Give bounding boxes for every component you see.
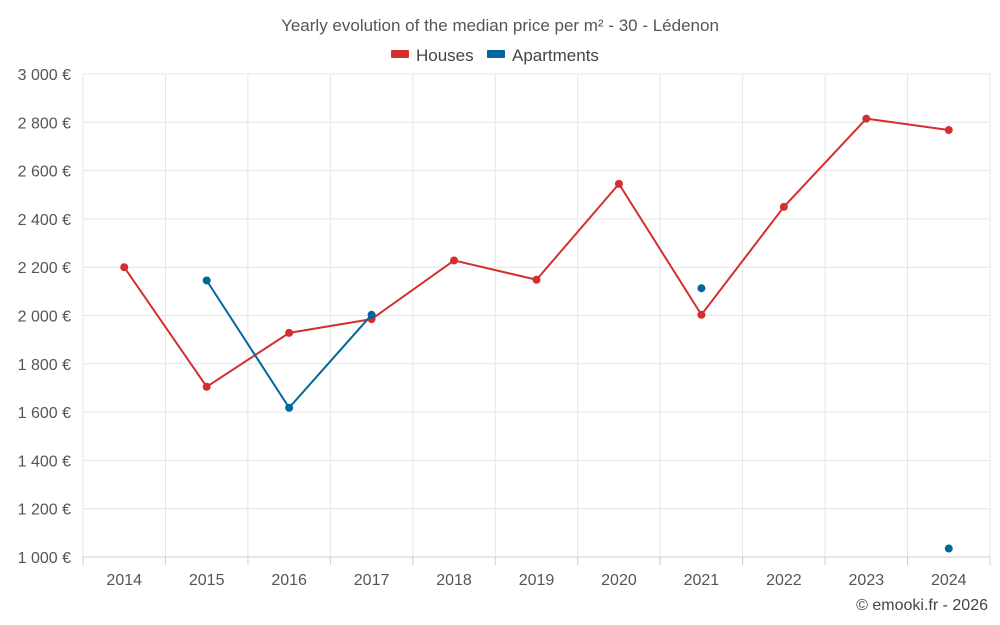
legend-label-apartments: Apartments (512, 46, 599, 65)
data-point-houses-2015[interactable] (202, 382, 211, 391)
y-tick-label: 1 000 € (18, 550, 71, 567)
data-point-houses-2022[interactable] (779, 202, 788, 211)
legend-swatch-houses (391, 50, 409, 58)
legend-item-apartments[interactable]: Apartments (487, 46, 599, 65)
data-point-houses-2023[interactable] (862, 114, 871, 123)
y-tick-label: 1 200 € (18, 502, 71, 519)
series-apartments (202, 276, 953, 553)
y-tick-label: 3 000 € (18, 67, 71, 84)
x-tick-label: 2014 (106, 572, 142, 589)
data-point-houses-2024[interactable] (944, 126, 953, 135)
data-point-apartments-2024[interactable] (944, 544, 953, 553)
x-tick-label: 2016 (271, 572, 307, 589)
legend-label-houses: Houses (416, 46, 474, 65)
y-tick-label: 1 400 € (18, 453, 71, 470)
data-point-houses-2018[interactable] (450, 256, 459, 265)
y-tick-label: 2 400 € (18, 212, 71, 229)
y-tick-label: 2 600 € (18, 164, 71, 181)
data-point-houses-2014[interactable] (120, 263, 129, 272)
data-point-apartments-2017[interactable] (367, 310, 376, 319)
x-tick-label: 2019 (519, 572, 555, 589)
y-tick-label: 1 800 € (18, 357, 71, 374)
x-tick-label: 2022 (766, 572, 802, 589)
chart-title: Yearly evolution of the median price per… (281, 16, 719, 35)
x-tick-label: 2017 (354, 572, 390, 589)
data-point-houses-2021[interactable] (697, 310, 706, 319)
x-tick-label: 2020 (601, 572, 637, 589)
data-point-houses-2019[interactable] (532, 275, 541, 284)
x-tick-label: 2021 (684, 572, 720, 589)
y-axis: 1 000 € 1 200 € 1 400 € 1 600 € 1 800 € 2 000… (18, 67, 71, 567)
x-axis: 2014 2015 2016 2017 2018 2019 2020 2021 2022 2023… (82, 556, 991, 589)
series-houses (120, 114, 953, 391)
legend-swatch-apartments (487, 50, 505, 58)
legend-item-houses[interactable]: Houses (391, 46, 474, 65)
x-tick-label: 2018 (436, 572, 472, 589)
credit-text: © emooki.fr - 2026 (856, 597, 988, 614)
data-point-apartments-2021[interactable] (697, 284, 706, 293)
y-tick-label: 1 600 € (18, 405, 71, 422)
grid (82, 73, 991, 557)
data-point-apartments-2015[interactable] (202, 276, 211, 285)
x-tick-label: 2024 (931, 572, 967, 589)
data-point-houses-2020[interactable] (614, 179, 623, 188)
x-tick-label: 2023 (849, 572, 885, 589)
series-layer (120, 114, 953, 553)
y-tick-label: 2 000 € (18, 309, 71, 326)
series-line-apartments (205, 279, 373, 409)
data-point-apartments-2016[interactable] (285, 403, 294, 412)
data-point-houses-2016[interactable] (285, 328, 294, 337)
y-tick-label: 2 200 € (18, 260, 71, 277)
y-tick-label: 2 800 € (18, 115, 71, 132)
x-tick-label: 2015 (189, 572, 225, 589)
legend: Houses Apartments (391, 46, 599, 65)
